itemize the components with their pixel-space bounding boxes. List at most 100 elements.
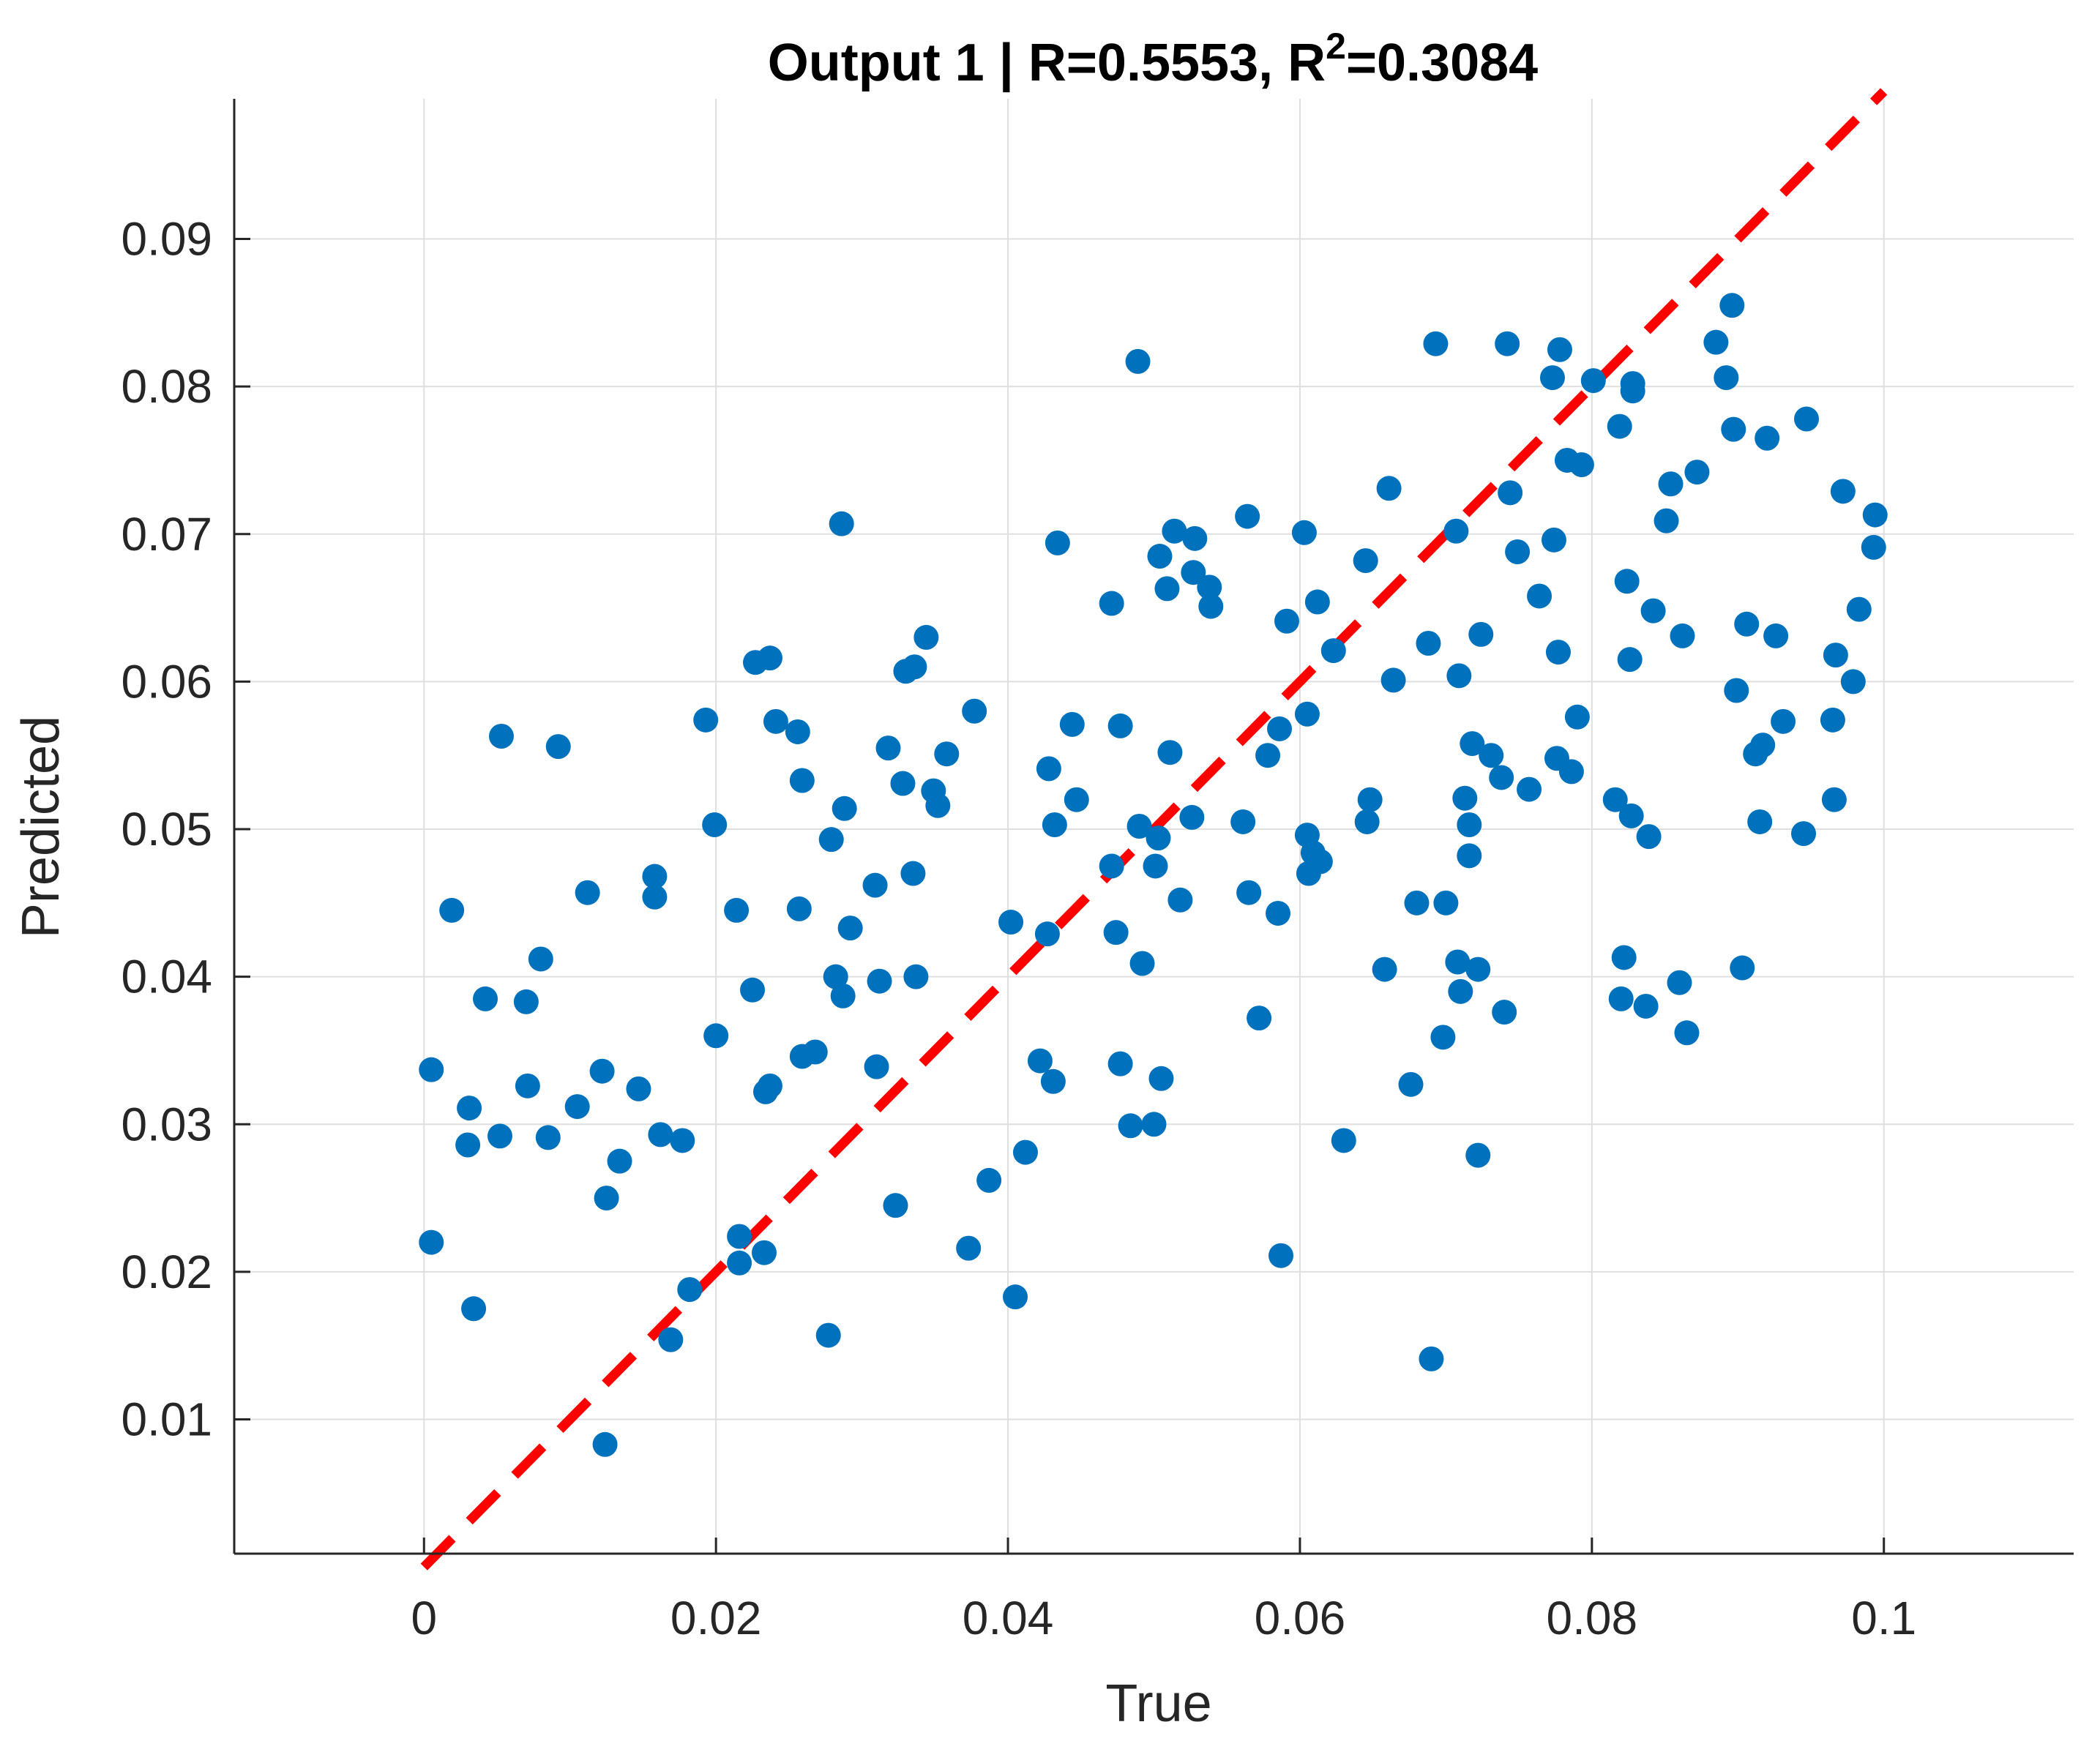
data-point: [648, 1122, 673, 1147]
data-point: [1602, 787, 1628, 812]
y-tick-label: 0.03: [121, 1098, 212, 1150]
data-point: [751, 1240, 777, 1265]
data-point: [1045, 530, 1070, 555]
data-point: [1167, 887, 1193, 913]
data-point: [1823, 643, 1848, 668]
data-point: [1320, 638, 1346, 664]
data-point: [419, 1057, 444, 1082]
data-point: [802, 1039, 828, 1065]
data-point: [1714, 365, 1739, 391]
data-point: [594, 1186, 619, 1211]
data-point: [1304, 589, 1330, 615]
data-point: [1618, 803, 1644, 828]
data-point: [1703, 329, 1729, 355]
data-point: [1419, 1346, 1444, 1371]
data-point: [589, 1058, 615, 1084]
data-point: [1861, 534, 1886, 560]
data-point: [1107, 1051, 1133, 1077]
data-point: [1633, 993, 1659, 1019]
data-point: [1331, 1128, 1356, 1153]
data-point: [1580, 368, 1606, 394]
data-point: [1376, 476, 1402, 501]
data-point: [1274, 608, 1299, 634]
data-point: [1099, 853, 1124, 879]
data-point: [1448, 978, 1473, 1004]
data-point: [1636, 824, 1662, 850]
data-point: [1446, 663, 1472, 689]
data-point: [837, 916, 863, 941]
data-point: [592, 1431, 618, 1457]
data-point: [1147, 544, 1173, 569]
data-point: [1148, 1066, 1174, 1091]
data-point: [1099, 591, 1124, 616]
data-point: [1620, 378, 1645, 404]
chart-title-superscript: 2: [1326, 26, 1346, 67]
data-point: [1107, 713, 1133, 738]
data-point: [575, 880, 600, 905]
data-point: [658, 1327, 684, 1352]
data-point: [1125, 348, 1151, 374]
x-axis-label: True: [1105, 1674, 1211, 1733]
data-point: [693, 707, 719, 733]
data-point: [703, 1023, 729, 1049]
data-point: [1830, 479, 1856, 504]
data-point: [1820, 707, 1845, 733]
data-point: [1611, 945, 1637, 970]
data-point: [925, 793, 951, 818]
data-point: [1433, 890, 1459, 916]
data-point: [1235, 503, 1260, 529]
data-point: [1607, 413, 1632, 439]
data-point: [1236, 880, 1262, 905]
data-point: [487, 1123, 512, 1149]
data-point: [757, 645, 782, 671]
grid-lines: [234, 99, 2074, 1554]
data-point: [900, 861, 926, 886]
data-point: [1465, 956, 1491, 982]
data-point: [1012, 1139, 1038, 1165]
data-point: [1230, 809, 1256, 834]
data-point: [1141, 1112, 1167, 1137]
data-point: [1670, 623, 1695, 648]
data-point: [702, 812, 728, 837]
data-point: [564, 1094, 590, 1120]
data-point: [1404, 890, 1430, 916]
data-point: [1266, 900, 1291, 926]
data-point: [830, 983, 856, 1008]
data-point: [934, 741, 960, 767]
data-point: [1042, 812, 1067, 837]
data-point: [1181, 560, 1206, 585]
data-point: [786, 896, 812, 921]
data-point: [829, 511, 854, 536]
data-point: [1255, 743, 1281, 768]
data-point: [677, 1277, 703, 1303]
data-point: [1307, 849, 1333, 875]
x-tick-label: 0.06: [1255, 1592, 1346, 1644]
data-point: [823, 964, 848, 989]
data-point: [488, 724, 514, 749]
data-point: [727, 1224, 752, 1249]
data-point: [1157, 740, 1183, 765]
data-point: [1654, 508, 1679, 533]
data-point: [1821, 787, 1847, 812]
data-point: [1034, 921, 1060, 947]
data-point: [1036, 756, 1061, 782]
data-point: [607, 1148, 632, 1174]
data-point: [1398, 1071, 1424, 1097]
data-point: [832, 795, 857, 821]
data-point: [1443, 518, 1469, 544]
y-tick-label: 0.02: [121, 1246, 212, 1298]
data-point: [515, 1073, 540, 1098]
data-point: [1734, 611, 1760, 637]
data-point: [1724, 678, 1749, 703]
data-point: [1354, 809, 1380, 834]
data-point: [1479, 743, 1504, 768]
data-point: [545, 734, 571, 760]
data-point: [867, 968, 892, 994]
data-point: [757, 1073, 782, 1098]
data-point: [1794, 406, 1820, 432]
y-tick-label: 0.06: [121, 655, 212, 708]
data-point: [1445, 949, 1471, 975]
data-point: [1667, 970, 1692, 995]
data-point: [1457, 843, 1482, 869]
y-tick-label: 0.05: [121, 803, 212, 855]
